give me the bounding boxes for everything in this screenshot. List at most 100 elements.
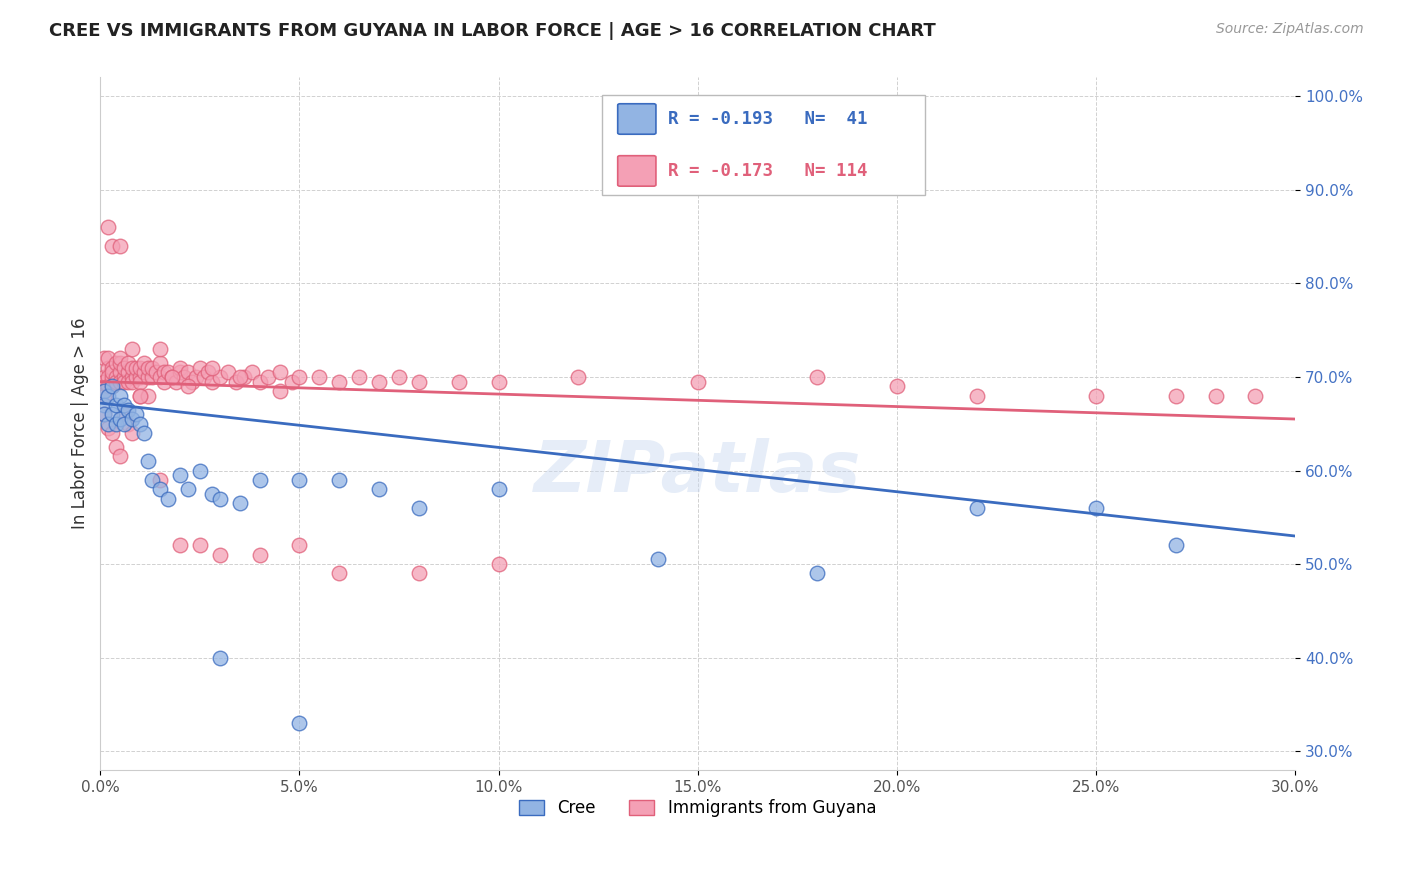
Point: [129, 389, 152, 403]
Text: Source: ZipAtlas.com: Source: ZipAtlas.com: [1216, 22, 1364, 37]
Point: [269, 365, 291, 379]
Point: [121, 370, 143, 384]
Point: [110, 365, 132, 379]
Point: [136, 454, 159, 468]
Point: [177, 365, 200, 379]
Point: [110, 375, 132, 389]
Point: [232, 370, 254, 384]
Point: [447, 375, 470, 389]
Point: [966, 389, 988, 403]
Point: [110, 412, 132, 426]
Point: [208, 370, 231, 384]
Point: [121, 342, 143, 356]
Point: [1164, 538, 1187, 552]
Point: [328, 566, 350, 581]
Point: [208, 548, 231, 562]
Point: [93, 389, 115, 403]
Point: [149, 356, 172, 370]
Point: [121, 412, 143, 426]
Point: [288, 473, 311, 487]
Point: [1205, 389, 1227, 403]
Point: [125, 370, 148, 384]
Point: [225, 375, 247, 389]
Point: [149, 473, 172, 487]
Point: [208, 650, 231, 665]
Point: [647, 552, 669, 566]
Point: [112, 408, 135, 422]
Point: [129, 360, 152, 375]
Point: [188, 463, 211, 477]
Point: [388, 370, 411, 384]
Point: [1244, 389, 1267, 403]
Point: [169, 468, 191, 483]
Point: [112, 370, 135, 384]
Point: [97, 389, 120, 403]
Point: [129, 375, 152, 389]
Point: [93, 408, 115, 422]
Point: [488, 482, 510, 496]
Point: [129, 417, 152, 431]
Point: [121, 426, 143, 441]
Point: [101, 370, 124, 384]
Point: [97, 421, 120, 435]
Point: [229, 370, 252, 384]
Point: [97, 417, 120, 431]
Point: [97, 379, 120, 393]
Point: [806, 370, 828, 384]
Point: [117, 356, 139, 370]
Point: [288, 538, 311, 552]
Point: [101, 379, 124, 393]
Point: [368, 375, 391, 389]
Point: [117, 375, 139, 389]
Point: [110, 356, 132, 370]
Point: [157, 365, 180, 379]
Point: [117, 365, 139, 379]
Point: [1164, 389, 1187, 403]
Point: [112, 375, 135, 389]
Point: [488, 557, 510, 571]
Point: [188, 538, 211, 552]
Point: [966, 500, 988, 515]
Point: [93, 351, 115, 366]
Point: [149, 482, 172, 496]
Point: [105, 356, 128, 370]
Y-axis label: In Labor Force | Age > 16: In Labor Force | Age > 16: [72, 318, 89, 530]
Point: [101, 426, 124, 441]
Point: [153, 365, 176, 379]
Point: [249, 375, 271, 389]
Point: [134, 356, 156, 370]
Point: [177, 379, 200, 393]
Point: [197, 365, 219, 379]
Point: [149, 370, 172, 384]
Point: [125, 408, 148, 422]
Point: [806, 566, 828, 581]
Point: [169, 538, 191, 552]
Point: [93, 375, 115, 389]
Point: [249, 548, 271, 562]
Point: [121, 375, 143, 389]
Point: [112, 398, 135, 412]
Point: [201, 487, 224, 501]
Point: [269, 384, 291, 398]
Point: [117, 417, 139, 431]
Point: [93, 398, 115, 412]
Point: [193, 370, 215, 384]
Point: [110, 450, 132, 464]
Point: [134, 426, 156, 441]
Point: [280, 375, 302, 389]
Point: [165, 375, 187, 389]
Point: [136, 370, 159, 384]
Point: [149, 342, 172, 356]
Point: [129, 370, 152, 384]
Point: [141, 473, 163, 487]
Point: [328, 473, 350, 487]
Point: [121, 360, 143, 375]
Point: [886, 379, 908, 393]
Point: [145, 365, 167, 379]
Point: [181, 375, 204, 389]
Point: [101, 239, 124, 253]
Point: [93, 370, 115, 384]
Point: [93, 408, 115, 422]
Point: [105, 375, 128, 389]
Point: [97, 351, 120, 366]
